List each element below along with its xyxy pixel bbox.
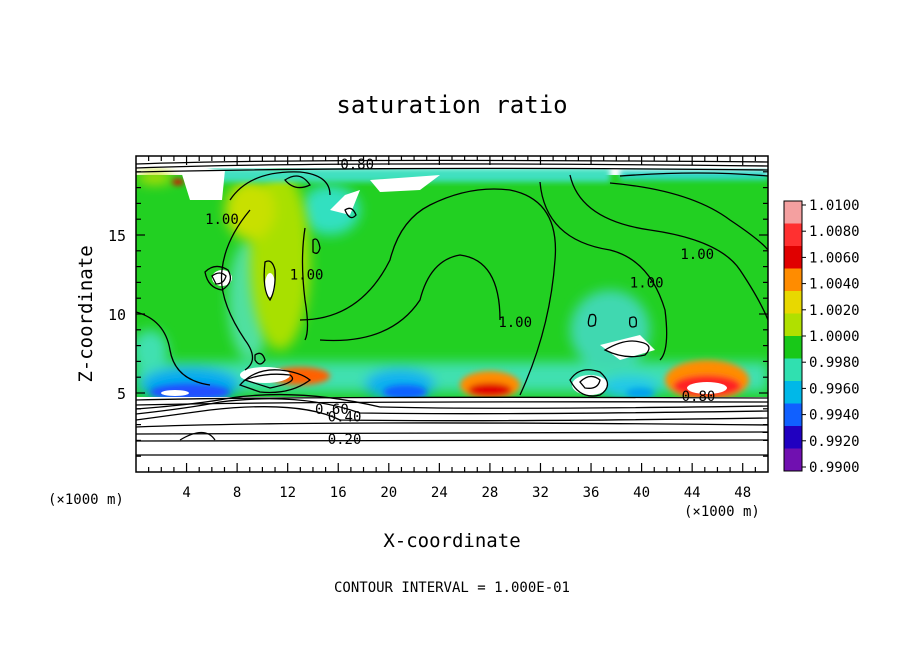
colorbar-label: 1.0080 (809, 224, 860, 240)
y-tick-label: 15 (108, 227, 126, 245)
colorbar-segment (784, 381, 802, 404)
x-tick-label: 20 (380, 485, 397, 501)
x-tick-label: 4 (182, 485, 190, 501)
x-tick-label: 8 (233, 485, 241, 501)
colorbar-label: 1.0040 (809, 277, 860, 293)
colorbar-segment (784, 448, 802, 471)
x-tick-label: 24 (431, 485, 448, 501)
heatmap-field (136, 156, 768, 472)
x-unit-right: (×1000 m) (684, 504, 760, 520)
x-tick-label: 40 (633, 485, 650, 501)
y-tick-label: 10 (108, 306, 126, 324)
colorbar-segment (784, 291, 802, 314)
colorbar-label: 0.9980 (809, 355, 860, 371)
contour-label: 0.80 (682, 389, 716, 405)
colorbar-segment (784, 403, 802, 426)
x-unit-left: (×1000 m) (48, 492, 124, 508)
colorbar-segment (784, 223, 802, 246)
contour-label: 1.00 (680, 247, 714, 263)
contour-label: 1.00 (205, 212, 239, 228)
x-tick-label: 44 (684, 485, 701, 501)
colorbar-segment (784, 246, 802, 269)
chart-title: saturation ratio (336, 91, 567, 119)
contour-label: 1.00 (630, 275, 664, 291)
colorbar-label: 0.9900 (809, 460, 860, 476)
colorbar-segment (784, 336, 802, 359)
contour-labels: 1.00 1.00 1.00 1.00 1.00 0.80 0.80 0.600.40 0.20 (205, 157, 715, 448)
colorbar-label: 0.9960 (809, 381, 860, 397)
contour-label: 0.20 (328, 432, 362, 448)
contour-label: 1.00 (290, 268, 324, 284)
colorbar-label: 1.0020 (809, 303, 860, 319)
x-tick-label: 36 (583, 485, 600, 501)
y-tick-label: 5 (117, 385, 126, 403)
x-tick-label: 16 (330, 485, 347, 501)
contour-label: 0.60 (315, 402, 349, 418)
x-tick-label: 12 (279, 485, 296, 501)
contour-label: 0.40 (328, 410, 362, 426)
contour-label: 1.00 (498, 315, 532, 331)
x-tick-label: 28 (481, 485, 498, 501)
colorbar-segment (784, 201, 802, 224)
colorbar-label: 0.9920 (809, 434, 860, 450)
x-axis-label: X-coordinate (383, 530, 520, 552)
colorbar: 1.0100 1.0080 1.0060 1.0040 1.0020 1.0000 0.99… (783, 198, 860, 476)
colorbar-segment (784, 358, 802, 381)
y-tick-labels: 5 10 15 (108, 227, 126, 403)
colorbar-label: 1.0000 (809, 329, 860, 345)
colorbar-segment (784, 268, 802, 291)
colorbar-segment (784, 313, 802, 336)
x-tick-label: 32 (532, 485, 549, 501)
x-tick-labels: 4 8 12 16 20 24 28 32 36 40 44 48 (182, 485, 751, 501)
y-axis-label: Z-coordinate (75, 245, 97, 382)
colorbar-segment (784, 426, 802, 449)
x-tick-label: 48 (734, 485, 751, 501)
colorbar-label: 0.9940 (809, 408, 860, 424)
colorbar-label: 1.0060 (809, 250, 860, 266)
contour-label: 0.80 (340, 157, 374, 173)
colorbar-label: 1.0100 (809, 198, 860, 214)
axis-ticks (136, 156, 768, 472)
contour-interval-footer: CONTOUR INTERVAL = 1.000E-01 (334, 580, 570, 596)
